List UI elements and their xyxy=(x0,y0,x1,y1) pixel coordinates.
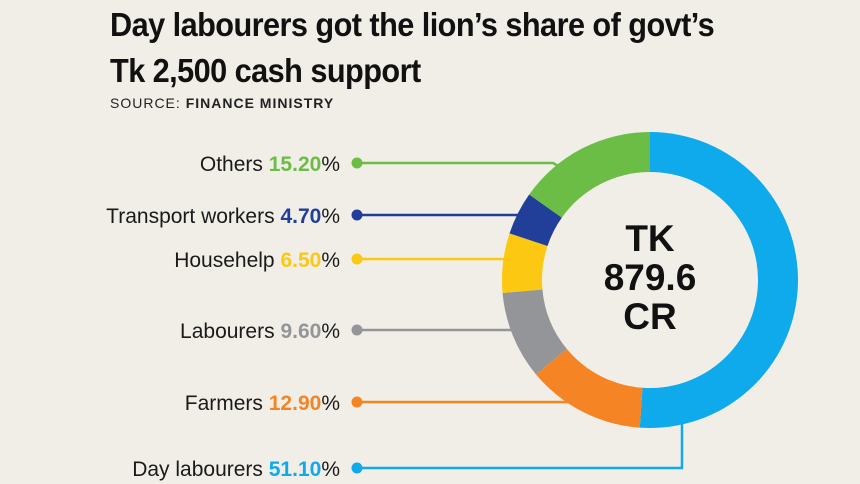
leader-dot-day-labourers xyxy=(351,462,363,474)
slice-name-day-labourers: Day labourers xyxy=(132,458,269,481)
title-line-1: Day labourers got the lion’s share of go… xyxy=(110,6,715,43)
slice-unit-farmers: % xyxy=(321,392,340,415)
slice-unit-others: % xyxy=(321,153,340,176)
slice-label-labourers: Labourers 9.60% xyxy=(180,320,340,343)
slice-value-transport-workers: 4.70 xyxy=(280,205,321,228)
leader-dot-others xyxy=(351,157,363,169)
center-total: TK 879.6 CR xyxy=(604,218,697,337)
slice-unit-transport-workers: % xyxy=(321,205,340,228)
slice-name-labourers: Labourers xyxy=(180,320,280,343)
slice-labourers xyxy=(502,289,567,375)
slice-label-others: Others 15.20% xyxy=(200,153,340,176)
center-total-line-3: CR xyxy=(623,296,676,337)
leader-line-others xyxy=(357,161,561,169)
slice-farmers xyxy=(535,348,643,428)
slice-labels: Others 15.20%Transport workers 4.70%Hous… xyxy=(106,153,340,481)
chart-title: Day labourers got the lion’s share of go… xyxy=(110,2,798,94)
slice-others xyxy=(529,132,650,218)
center-total-line-1: TK xyxy=(625,218,675,259)
slice-day-labourers xyxy=(639,132,799,428)
slice-label-farmers: Farmers 12.90% xyxy=(185,392,340,415)
slice-unit-labourers: % xyxy=(321,320,340,343)
slice-value-labourers: 9.60 xyxy=(280,320,321,343)
slice-name-transport-workers: Transport workers xyxy=(106,205,280,228)
leader-lines xyxy=(351,157,684,474)
slice-househelp xyxy=(502,233,548,294)
slice-value-others: 15.20 xyxy=(269,153,322,176)
slice-unit-day-labourers: % xyxy=(321,458,340,481)
slice-name-farmers: Farmers xyxy=(185,392,269,415)
donut-slices xyxy=(502,132,799,428)
leader-dot-transport-workers xyxy=(351,209,363,221)
leader-dot-labourers xyxy=(351,324,363,336)
source-line: SOURCE: FINANCE MINISTRY xyxy=(110,95,334,111)
slice-label-day-labourers: Day labourers 51.10% xyxy=(132,458,340,481)
source-name: FINANCE MINISTRY xyxy=(185,95,335,111)
slice-value-farmers: 12.90 xyxy=(269,392,322,415)
slice-unit-househelp: % xyxy=(321,249,340,272)
source-prefix: SOURCE: xyxy=(110,95,181,111)
slice-name-others: Others xyxy=(200,153,269,176)
slice-value-househelp: 6.50 xyxy=(280,249,321,272)
slice-label-transport-workers: Transport workers 4.70% xyxy=(106,205,340,228)
slice-value-day-labourers: 51.10 xyxy=(269,458,322,481)
leader-dot-farmers xyxy=(351,396,363,408)
slice-label-househelp: Househelp 6.50% xyxy=(174,249,340,272)
slice-transport-workers xyxy=(509,194,562,246)
title-line-2: Tk 2,500 cash support xyxy=(110,52,421,89)
leader-line-day-labourers xyxy=(357,422,684,470)
center-total-line-2: 879.6 xyxy=(604,257,697,298)
leader-dot-househelp xyxy=(351,253,363,265)
slice-name-househelp: Househelp xyxy=(174,249,280,272)
